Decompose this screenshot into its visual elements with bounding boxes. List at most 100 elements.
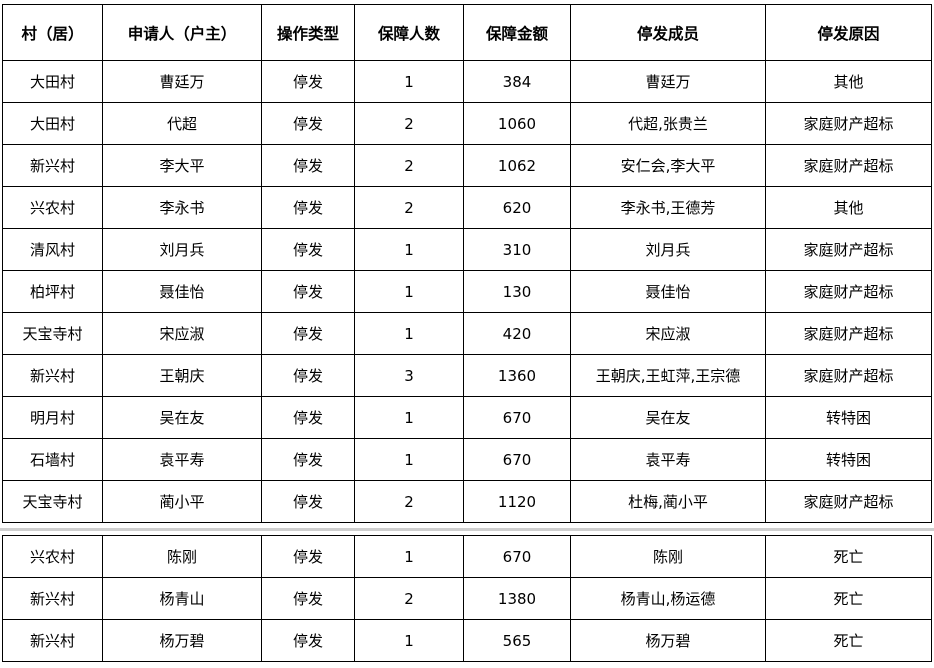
cell-village: 新兴村	[2, 577, 103, 620]
header-suspended-members: 停发成员	[570, 4, 766, 61]
cell-covered-count: 1	[354, 228, 464, 271]
cell-amount: 670	[463, 535, 571, 578]
cell-village: 明月村	[2, 396, 103, 439]
suspension-table-main: 村（居） 申请人（户主） 操作类型 保障人数 保障金额 停发成员 停发原因 大田…	[2, 4, 932, 523]
cell-suspended-members: 杨万碧	[570, 619, 766, 662]
cell-operation-type: 停发	[261, 60, 355, 103]
cell-suspended-members: 陈刚	[570, 535, 766, 578]
cell-applicant: 李大平	[102, 144, 262, 187]
cell-applicant: 杨青山	[102, 577, 262, 620]
cell-suspension-reason: 转特困	[765, 396, 932, 439]
cell-operation-type: 停发	[261, 619, 355, 662]
cell-applicant: 李永书	[102, 186, 262, 229]
cell-operation-type: 停发	[261, 144, 355, 187]
table-row: 清风村 刘月兵 停发 1 310 刘月兵 家庭财产超标	[2, 228, 932, 271]
cell-operation-type: 停发	[261, 535, 355, 578]
cell-suspension-reason: 家庭财产超标	[765, 102, 932, 145]
cell-suspended-members: 安仁会,李大平	[570, 144, 766, 187]
cell-suspension-reason: 其他	[765, 186, 932, 229]
cell-suspension-reason: 死亡	[765, 535, 932, 578]
cell-applicant: 杨万碧	[102, 619, 262, 662]
cell-operation-type: 停发	[261, 270, 355, 313]
cell-suspension-reason: 转特困	[765, 438, 932, 481]
cell-suspended-members: 袁平寿	[570, 438, 766, 481]
cell-suspended-members: 杨青山,杨运德	[570, 577, 766, 620]
header-applicant: 申请人（户主）	[102, 4, 262, 61]
cell-applicant: 刘月兵	[102, 228, 262, 271]
table-row: 兴农村 陈刚 停发 1 670 陈刚 死亡	[2, 535, 932, 578]
table-row: 兴农村 李永书 停发 2 620 李永书,王德芳 其他	[2, 186, 932, 229]
cell-covered-count: 2	[354, 480, 464, 523]
cell-amount: 1360	[463, 354, 571, 397]
table-row: 天宝寺村 宋应淑 停发 1 420 宋应淑 家庭财产超标	[2, 312, 932, 355]
cell-suspended-members: 曹廷万	[570, 60, 766, 103]
header-covered-count: 保障人数	[354, 4, 464, 61]
cell-amount: 384	[463, 60, 571, 103]
cell-covered-count: 1	[354, 396, 464, 439]
cell-applicant: 代超	[102, 102, 262, 145]
cell-operation-type: 停发	[261, 102, 355, 145]
cell-operation-type: 停发	[261, 577, 355, 620]
cell-amount: 130	[463, 270, 571, 313]
table-row: 天宝寺村 蔺小平 停发 2 1120 杜梅,蔺小平 家庭财产超标	[2, 480, 932, 523]
table-row: 石墙村 袁平寿 停发 1 670 袁平寿 转特困	[2, 438, 932, 481]
cell-covered-count: 1	[354, 60, 464, 103]
cell-covered-count: 2	[354, 577, 464, 620]
cell-covered-count: 2	[354, 144, 464, 187]
cell-suspension-reason: 家庭财产超标	[765, 144, 932, 187]
cell-suspension-reason: 家庭财产超标	[765, 480, 932, 523]
cell-amount: 670	[463, 396, 571, 439]
cell-village: 柏坪村	[2, 270, 103, 313]
cell-operation-type: 停发	[261, 312, 355, 355]
cell-covered-count: 1	[354, 619, 464, 662]
cell-amount: 670	[463, 438, 571, 481]
cell-operation-type: 停发	[261, 438, 355, 481]
table-row: 新兴村 王朝庆 停发 3 1360 王朝庆,王虹萍,王宗德 家庭财产超标	[2, 354, 932, 397]
header-suspension-reason: 停发原因	[765, 4, 932, 61]
table-row: 新兴村 杨青山 停发 2 1380 杨青山,杨运德 死亡	[2, 577, 932, 620]
cell-suspended-members: 吴在友	[570, 396, 766, 439]
cell-covered-count: 3	[354, 354, 464, 397]
cell-village: 石墙村	[2, 438, 103, 481]
cell-covered-count: 1	[354, 312, 464, 355]
cell-suspension-reason: 死亡	[765, 619, 932, 662]
page-divider	[0, 528, 934, 531]
table-row: 大田村 曹廷万 停发 1 384 曹廷万 其他	[2, 60, 932, 103]
cell-covered-count: 1	[354, 535, 464, 578]
cell-amount: 310	[463, 228, 571, 271]
header-village: 村（居）	[2, 4, 103, 61]
table-row: 大田村 代超 停发 2 1060 代超,张贵兰 家庭财产超标	[2, 102, 932, 145]
cell-village: 大田村	[2, 60, 103, 103]
cell-suspension-reason: 死亡	[765, 577, 932, 620]
cell-operation-type: 停发	[261, 186, 355, 229]
cell-suspension-reason: 家庭财产超标	[765, 270, 932, 313]
cell-village: 兴农村	[2, 186, 103, 229]
cell-covered-count: 1	[354, 270, 464, 313]
table-row: 明月村 吴在友 停发 1 670 吴在友 转特困	[2, 396, 932, 439]
cell-operation-type: 停发	[261, 480, 355, 523]
cell-village: 新兴村	[2, 354, 103, 397]
cell-suspended-members: 王朝庆,王虹萍,王宗德	[570, 354, 766, 397]
cell-applicant: 聂佳怡	[102, 270, 262, 313]
cell-covered-count: 1	[354, 438, 464, 481]
table-row: 新兴村 杨万碧 停发 1 565 杨万碧 死亡	[2, 619, 932, 662]
cell-amount: 1062	[463, 144, 571, 187]
cell-applicant: 蔺小平	[102, 480, 262, 523]
table-row: 柏坪村 聂佳怡 停发 1 130 聂佳怡 家庭财产超标	[2, 270, 932, 313]
cell-applicant: 袁平寿	[102, 438, 262, 481]
cell-amount: 1120	[463, 480, 571, 523]
cell-amount: 565	[463, 619, 571, 662]
cell-operation-type: 停发	[261, 354, 355, 397]
cell-suspension-reason: 家庭财产超标	[765, 312, 932, 355]
cell-amount: 1380	[463, 577, 571, 620]
cell-village: 新兴村	[2, 619, 103, 662]
cell-suspended-members: 聂佳怡	[570, 270, 766, 313]
cell-suspension-reason: 家庭财产超标	[765, 354, 932, 397]
cell-applicant: 曹廷万	[102, 60, 262, 103]
table-header-row: 村（居） 申请人（户主） 操作类型 保障人数 保障金额 停发成员 停发原因	[2, 4, 932, 61]
cell-operation-type: 停发	[261, 396, 355, 439]
cell-village: 清风村	[2, 228, 103, 271]
cell-amount: 420	[463, 312, 571, 355]
cell-suspended-members: 刘月兵	[570, 228, 766, 271]
cell-applicant: 王朝庆	[102, 354, 262, 397]
